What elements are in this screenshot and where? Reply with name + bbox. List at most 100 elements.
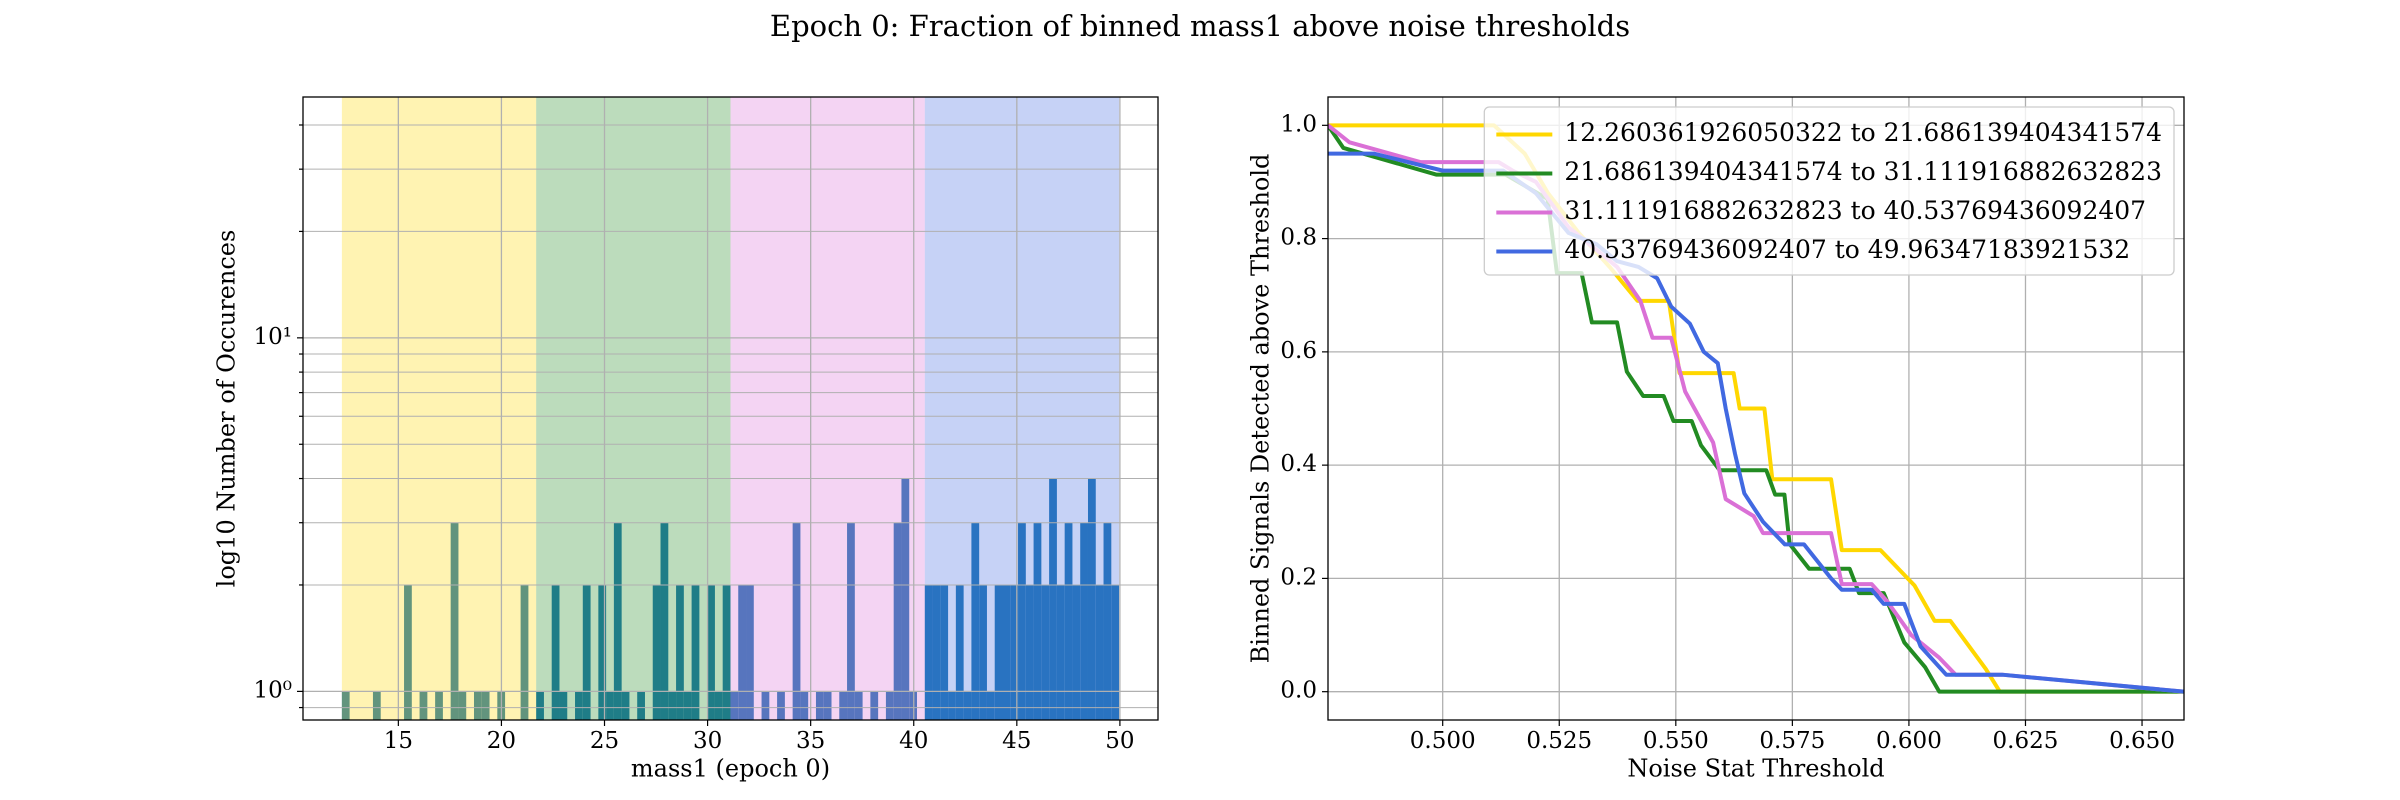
x-tick-label: 35: [796, 728, 825, 754]
mass-span: [730, 97, 925, 720]
bar: [1033, 522, 1042, 720]
y-tick-label: 0.8: [1280, 225, 1317, 251]
bar: [341, 691, 350, 720]
x-axis-label: mass1 (epoch 0): [631, 755, 830, 783]
bar: [979, 584, 987, 720]
bar: [730, 691, 739, 720]
x-tick-label: 25: [590, 728, 619, 754]
bar: [1002, 584, 1011, 720]
bar: [404, 584, 412, 720]
y-tick-label: 10¹: [254, 324, 293, 350]
bar: [559, 691, 568, 720]
bar: [1111, 584, 1120, 720]
bar: [963, 691, 972, 720]
bar: [637, 691, 645, 720]
bar: [520, 584, 529, 720]
bar: [746, 584, 754, 720]
mass-span: [924, 97, 1120, 720]
bar: [901, 478, 910, 720]
bar: [621, 691, 630, 720]
bar: [1072, 584, 1081, 720]
x-tick-label: 0.550: [1643, 728, 1709, 754]
bar: [1010, 584, 1019, 720]
bar: [473, 691, 482, 720]
bar: [691, 584, 700, 720]
bar: [575, 691, 583, 720]
figure-title: Epoch 0: Fraction of binned mass1 above …: [770, 9, 1630, 43]
y-tick-label: 0.6: [1280, 338, 1317, 364]
bar: [1095, 584, 1104, 720]
y-tick-label: 10⁰: [254, 677, 293, 703]
mass-span: [341, 97, 537, 720]
bar: [536, 691, 544, 720]
bar: [606, 691, 614, 720]
plot-body: [341, 97, 1120, 720]
x-tick-label: 0.575: [1759, 728, 1825, 754]
bar: [1080, 522, 1088, 720]
bar: [986, 691, 995, 720]
bar: [948, 691, 956, 720]
bar: [551, 584, 560, 720]
bar: [1056, 584, 1065, 720]
bar: [932, 584, 941, 720]
legend-label: 21.686139404341574 to 31.111916882632823: [1564, 157, 2162, 186]
bar: [893, 522, 902, 720]
x-tick-label: 0.500: [1410, 728, 1476, 754]
bar: [458, 691, 467, 720]
legend: 12.260361926050322 to 21.686139404341574…: [1483, 106, 2175, 276]
axes: 15 20 25 30 35 40 45 50 10⁰ 10¹ mass1 (epoch 0) log…: [213, 96, 1159, 783]
bar: [839, 691, 848, 720]
x-tick-label: 0.650: [2109, 728, 2175, 754]
bar: [761, 691, 770, 720]
bar: [815, 691, 824, 720]
bar: [738, 584, 747, 720]
legend-label: 40.53769436092407 to 49.96347183921532: [1564, 235, 2130, 264]
bar: [668, 691, 677, 720]
bar: [1103, 522, 1112, 720]
x-tick-label: 45: [1002, 728, 1031, 754]
y-tick-label: 1.0: [1280, 111, 1317, 137]
bar: [854, 691, 863, 720]
bar: [582, 584, 591, 720]
bar: [924, 584, 933, 720]
bar: [683, 691, 692, 720]
legend-box: [1483, 106, 2175, 276]
bar: [800, 691, 809, 720]
bar: [598, 584, 607, 720]
x-tick-label: 40: [899, 728, 928, 754]
bar: [714, 691, 723, 720]
axes-spine: [302, 96, 1159, 721]
bar: [450, 522, 459, 720]
bar: [660, 522, 669, 720]
bar: [1025, 584, 1034, 720]
bar: [481, 691, 490, 720]
x-axis-label: Noise Stat Threshold: [1627, 755, 1884, 783]
bar: [1049, 478, 1057, 720]
x-tick-label: 0.625: [1993, 728, 2059, 754]
mass-span: [536, 97, 731, 720]
bar: [994, 584, 1003, 720]
bar: [707, 584, 715, 720]
legend-label: 31.111916882632823 to 40.53769436092407: [1564, 196, 2146, 225]
bar: [1018, 522, 1026, 720]
axes: 0.500 0.525 0.550 0.575 0.600 0.625 0.650 0.0 0.…: [1247, 96, 2185, 783]
axes-spine: [1327, 96, 2185, 721]
bar: [652, 584, 661, 720]
bar: [1064, 522, 1073, 720]
bar: [777, 691, 785, 720]
bar: [613, 522, 622, 720]
bar: [823, 691, 832, 720]
x-tick-label: 30: [693, 728, 722, 754]
bar: [435, 691, 443, 720]
bar: [372, 691, 381, 720]
x-tick-label: 15: [384, 728, 413, 754]
bar: [792, 522, 801, 720]
x-tick-label: 20: [487, 728, 516, 754]
y-axis-label: log10 Number of Occurences: [213, 230, 241, 588]
bar: [971, 522, 980, 720]
x-tick-label: 0.600: [1876, 728, 1942, 754]
bar: [870, 691, 879, 720]
y-axis-label: Binned Signals Detected above Threshold: [1247, 154, 1275, 664]
